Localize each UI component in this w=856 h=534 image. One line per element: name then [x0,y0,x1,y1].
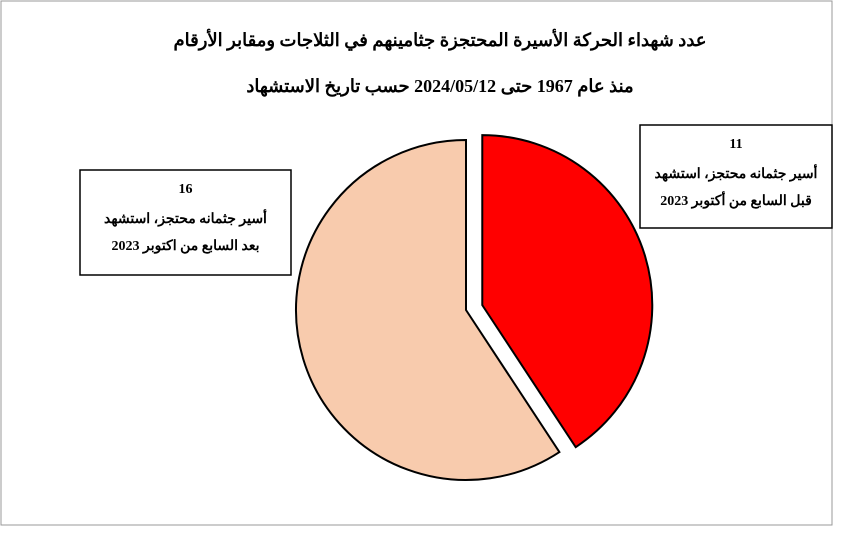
slice-label: أسير جثمانه محتجز، استشهد [104,208,267,227]
label-box [79,169,292,276]
chart-subtitle: منذ عام 1967 حتى 2024/05/12 حسب تاريخ ال… [246,76,633,97]
data-label: 11 [729,137,742,152]
pie-slice [295,138,561,481]
slice-label: قبل السابع من أكتوبر 2023 [660,190,812,209]
pie-slice [481,134,654,449]
slice-label: بعد السابع من اكتوبر 2023 [111,238,259,254]
data-label: 16 [179,182,193,197]
label-box [639,124,833,229]
slice-label: أسير جثمانه محتجز، استشهد [655,163,818,182]
chart-title: عدد شهداء الحركة الأسيرة المحتجزة جثامين… [173,28,706,51]
